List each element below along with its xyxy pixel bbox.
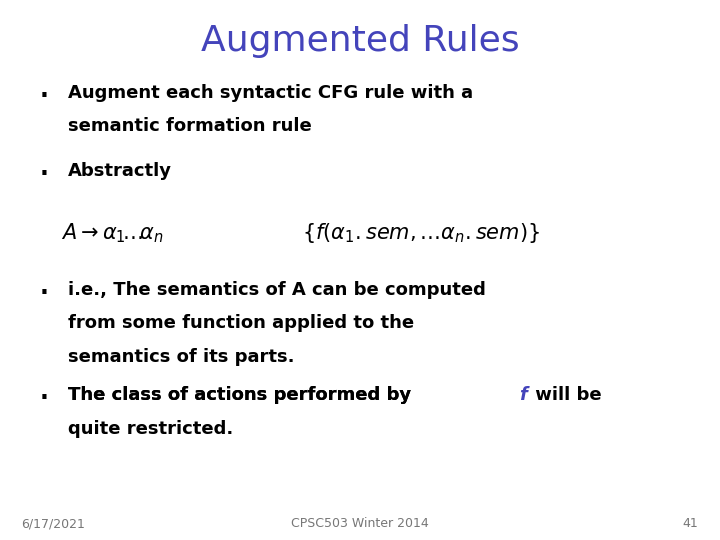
Text: ·: ·	[40, 84, 48, 107]
Text: ·: ·	[40, 162, 48, 186]
Text: CPSC503 Winter 2014: CPSC503 Winter 2014	[291, 517, 429, 530]
Text: will be: will be	[529, 386, 602, 404]
Text: f: f	[519, 386, 527, 404]
Text: quite restricted.: quite restricted.	[68, 420, 234, 437]
Text: i.e., The semantics of A can be computed: i.e., The semantics of A can be computed	[68, 281, 486, 299]
Text: ·: ·	[40, 386, 48, 410]
Text: $A \rightarrow \alpha_1\!\ldots\!\alpha_n$: $A \rightarrow \alpha_1\!\ldots\!\alpha_…	[61, 221, 164, 245]
Text: The class of actions performed by: The class of actions performed by	[68, 386, 418, 404]
Text: Augment each syntactic CFG rule with a: Augment each syntactic CFG rule with a	[68, 84, 474, 102]
Text: $\{f(\alpha_1\mathit{.sem},\ldots\alpha_n\mathit{.sem})\}$: $\{f(\alpha_1\mathit{.sem},\ldots\alpha_…	[302, 221, 541, 245]
Text: ·: ·	[40, 281, 48, 305]
Text: 6/17/2021: 6/17/2021	[22, 517, 86, 530]
Text: The class of actions performed by: The class of actions performed by	[68, 386, 418, 404]
Text: from some function applied to the: from some function applied to the	[68, 314, 415, 332]
Text: semantic formation rule: semantic formation rule	[68, 117, 312, 135]
Text: semantics of its parts.: semantics of its parts.	[68, 348, 295, 366]
Text: Augmented Rules: Augmented Rules	[201, 24, 519, 58]
Text: Abstractly: Abstractly	[68, 162, 172, 180]
Text: 41: 41	[683, 517, 698, 530]
